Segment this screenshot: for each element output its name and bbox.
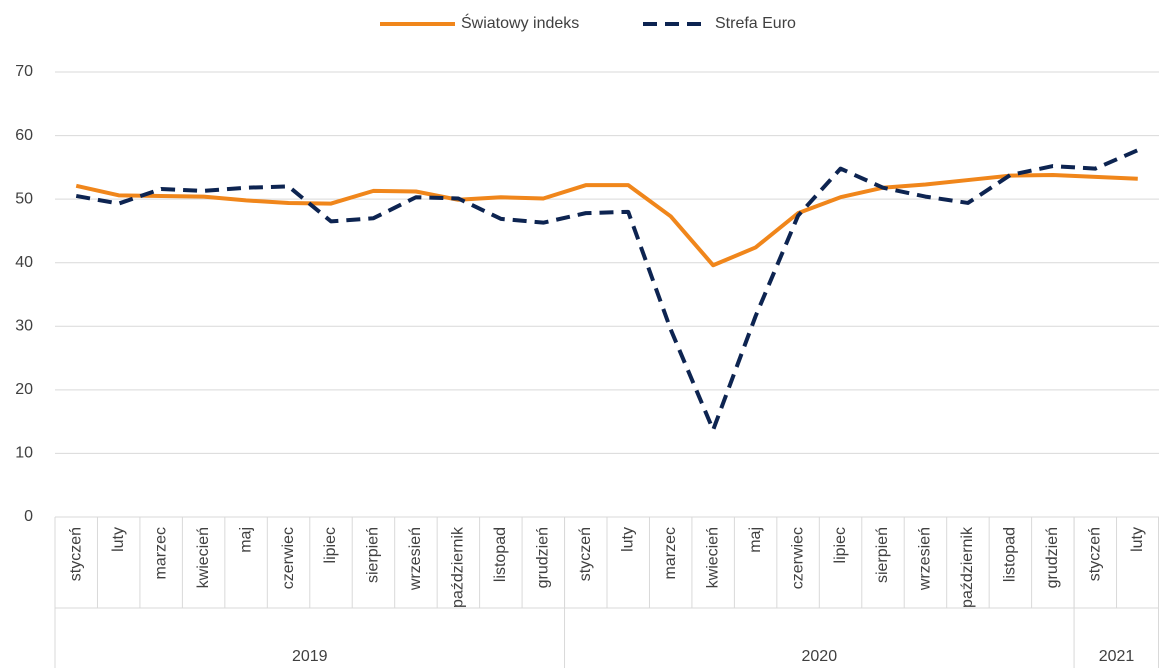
x-tick-label: marzec	[662, 527, 679, 579]
group-label: 2021	[1099, 648, 1135, 665]
x-tick-label: listopad	[492, 527, 509, 582]
x-tick-label: wrzesień	[407, 527, 424, 591]
x-tick-label: styczeń	[577, 527, 594, 581]
x-tick-label: lipiec	[322, 527, 339, 563]
x-tick-label: czerwiec	[280, 527, 297, 589]
x-tick-label: styczeń	[67, 527, 84, 581]
x-tick-label: maj	[237, 527, 254, 553]
series-line	[75, 148, 1139, 432]
x-tick-label: lipiec	[832, 527, 849, 563]
group-label: 2019	[292, 648, 328, 665]
x-tick-label: marzec	[152, 527, 169, 579]
x-tick-label: październik	[959, 526, 976, 608]
x-tick-label: styczeń	[1087, 527, 1104, 581]
x-tick-label: kwiecień	[195, 527, 212, 588]
x-tick-label: maj	[747, 527, 764, 553]
y-tick-label: 50	[15, 190, 33, 207]
x-tick-label: luty	[1129, 527, 1146, 552]
legend-label: Światowy indeks	[461, 13, 579, 32]
x-tick-label: czerwiec	[789, 527, 806, 589]
y-tick-label: 0	[24, 508, 33, 525]
x-tick-label: luty	[110, 527, 127, 552]
x-tick-label: sierpień	[365, 527, 382, 583]
legend-label: Strefa Euro	[715, 15, 796, 32]
x-tick-label: luty	[619, 527, 636, 552]
series-line	[75, 172, 1138, 268]
y-tick-label: 20	[15, 381, 33, 398]
y-tick-label: 30	[15, 318, 33, 335]
x-tick-label: październik	[450, 526, 467, 608]
x-tick-label: sierpień	[874, 527, 891, 583]
y-tick-label: 40	[15, 254, 33, 271]
x-tick-label: listopad	[1002, 527, 1019, 582]
x-tick-label: grudzień	[1044, 527, 1061, 588]
x-tick-label: grudzień	[535, 527, 552, 588]
y-tick-label: 10	[15, 445, 33, 462]
y-tick-label: 70	[15, 63, 33, 80]
y-tick-label: 60	[15, 127, 33, 144]
x-tick-label: wrzesień	[917, 527, 934, 591]
group-label: 2020	[802, 648, 838, 665]
x-tick-label: kwiecień	[704, 527, 721, 588]
